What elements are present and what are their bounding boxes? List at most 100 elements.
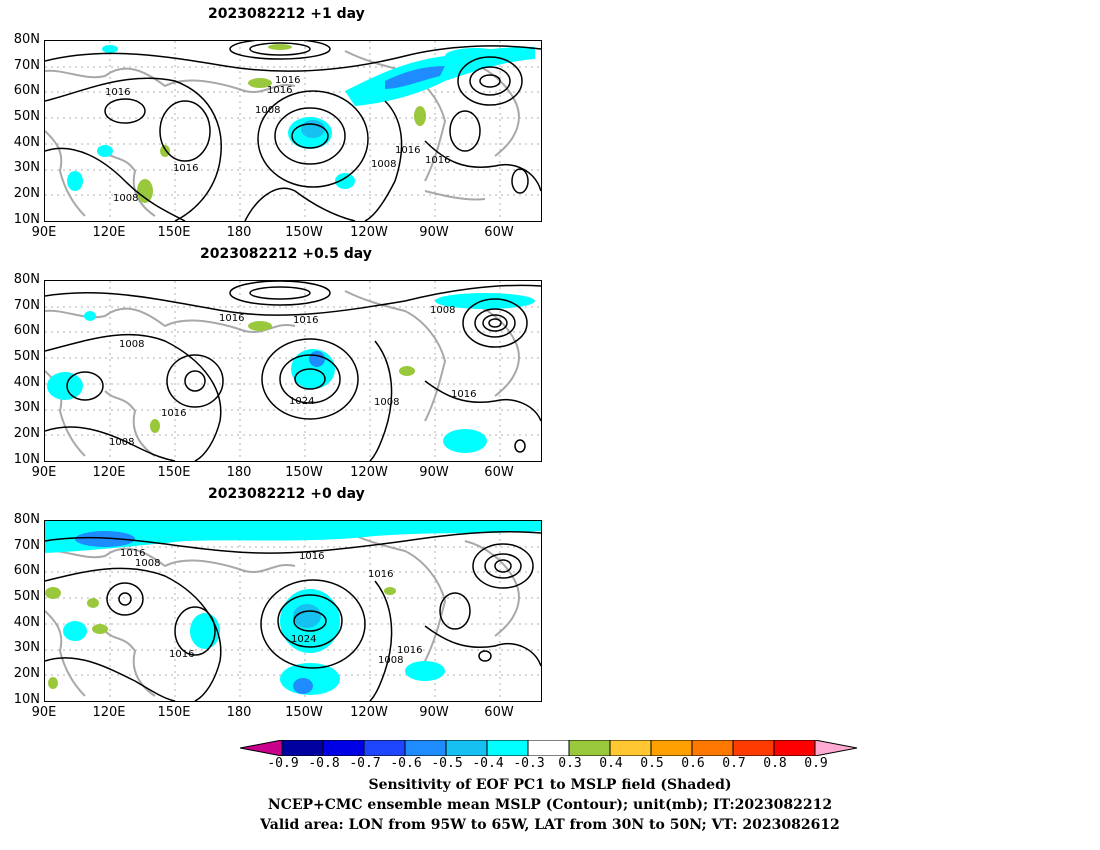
- colorbar-swatch: [650, 740, 693, 756]
- lon-tick: 60W: [484, 705, 514, 720]
- contour-labels: 1016 1016 1008 1008 1016 1024 1008 1016 …: [109, 305, 476, 448]
- sensitivity-shading: [67, 44, 535, 203]
- contour-label: 1016: [299, 551, 324, 562]
- lat-tick: 20N: [13, 666, 40, 681]
- map-plot-2: 1016 1016 1008 1008 1016 1024 1008 1016 …: [45, 281, 541, 461]
- panel-title-1: 2023082212 +1 day: [208, 6, 365, 22]
- contour-label: 1024: [291, 634, 316, 645]
- map-panel-2: 1016 1016 1008 1008 1016 1024 1008 1016 …: [44, 280, 542, 462]
- colorbar-label: -0.7: [349, 756, 381, 771]
- contour-labels: 1016 1008 1016 1016 1016 1024 1008 1016: [120, 548, 422, 666]
- contour-label: 1008: [135, 558, 160, 569]
- colorbar-label: 0.3: [558, 756, 582, 771]
- colorbar-swatch: [732, 740, 775, 756]
- contour-label: 1016: [395, 145, 420, 156]
- panel-title-2: 2023082212 +0.5 day: [200, 246, 372, 262]
- colorbar-label: -0.5: [431, 756, 463, 771]
- contour-label: 1016: [368, 569, 393, 580]
- lat-tick: 30N: [13, 400, 40, 415]
- lon-tick: 150W: [285, 465, 323, 480]
- caption-line-1: Sensitivity of EOF PC1 to MSLP field (Sh…: [368, 777, 732, 793]
- contour-label: 1016: [173, 163, 198, 174]
- lon-tick: 90E: [31, 465, 57, 480]
- contour-label: 1008: [113, 193, 138, 204]
- lon-tick: 120W: [350, 225, 388, 240]
- lon-tick: 180: [226, 225, 252, 240]
- colorbar-label: -0.9: [267, 756, 299, 771]
- contour-label: 1008: [430, 305, 455, 316]
- contour-label: 1016: [293, 315, 318, 326]
- colorbar-label: 0.5: [640, 756, 664, 771]
- colorbar-label: 0.8: [763, 756, 787, 771]
- lat-tick: 30N: [13, 160, 40, 175]
- caption-line-2: NCEP+CMC ensemble mean MSLP (Contour); u…: [267, 797, 833, 813]
- colorbar-swatch: [691, 740, 734, 756]
- colorbar-swatch: [568, 740, 611, 756]
- lat-tick: 30N: [13, 640, 40, 655]
- lon-tick: 120E: [92, 705, 126, 720]
- lat-tick: 80N: [13, 272, 40, 287]
- lon-tick: 120E: [92, 225, 126, 240]
- lat-tick: 10N: [13, 212, 40, 227]
- lon-tick: 90E: [31, 705, 57, 720]
- coastlines: [45, 530, 520, 697]
- lon-tick: 90W: [419, 465, 449, 480]
- contour-label: 1016: [161, 408, 186, 419]
- colorbar-swatch: [322, 740, 365, 756]
- colorbar-label: -0.8: [308, 756, 340, 771]
- colorbar-label: -0.3: [513, 756, 545, 771]
- lat-tick: 60N: [13, 83, 40, 98]
- lon-tick: 150E: [157, 225, 191, 240]
- colorbar-swatch: [609, 740, 652, 756]
- lon-tick: 120E: [92, 465, 126, 480]
- contour-label: 1016: [105, 87, 130, 98]
- lat-tick: 40N: [13, 615, 40, 630]
- colorbar-label: 0.4: [599, 756, 623, 771]
- lon-tick: 150E: [157, 705, 191, 720]
- colorbar-label: 0.6: [681, 756, 705, 771]
- lon-tick: 120W: [350, 465, 388, 480]
- colorbar-swatch: [773, 740, 816, 756]
- lat-tick: 80N: [13, 512, 40, 527]
- colorbar-swatch: [445, 740, 488, 756]
- colorbar-swatch: [404, 740, 447, 756]
- lon-tick: 90W: [419, 225, 449, 240]
- colorbar-swatch: [486, 740, 529, 756]
- mslp-contours: [45, 530, 541, 701]
- contour-label: 1016: [169, 649, 194, 660]
- lat-tick: 40N: [13, 135, 40, 150]
- panel-title-3: 2023082212 +0 day: [208, 486, 365, 502]
- lat-tick: 10N: [13, 452, 40, 467]
- sensitivity-shading: [47, 293, 535, 453]
- contour-label: 1008: [119, 339, 144, 350]
- lat-tick: 40N: [13, 375, 40, 390]
- contour-label: 1016: [275, 75, 300, 86]
- lat-tick: 60N: [13, 563, 40, 578]
- lon-tick: 60W: [484, 225, 514, 240]
- colorbar-label: 0.7: [722, 756, 746, 771]
- lon-tick: 60W: [484, 465, 514, 480]
- lat-tick: 80N: [13, 32, 40, 47]
- lat-tick: 70N: [13, 298, 40, 313]
- lon-tick: 90E: [31, 225, 57, 240]
- lat-tick: 20N: [13, 426, 40, 441]
- lat-tick: 20N: [13, 186, 40, 201]
- contour-label: 1016: [120, 548, 145, 559]
- colorbar-swatch: [281, 740, 324, 756]
- contour-label: 1016: [267, 85, 292, 96]
- colorbar-label: 0.9: [804, 756, 828, 771]
- lon-tick: 180: [226, 705, 252, 720]
- map-plot-3: 1016 1008 1016 1016 1016 1024 1008 1016: [45, 521, 541, 701]
- lon-tick: 150W: [285, 225, 323, 240]
- lon-tick: 180: [226, 465, 252, 480]
- contour-label: 1008: [371, 159, 396, 170]
- lon-tick: 150W: [285, 705, 323, 720]
- lon-tick: 150E: [157, 465, 191, 480]
- colorbar-label: -0.4: [472, 756, 504, 771]
- contour-label: 1016: [219, 313, 244, 324]
- mslp-contours: [45, 41, 541, 221]
- map-panel-1: 1016 1016 1016 1008 1016 1016 1008 1016 …: [44, 40, 542, 222]
- lat-tick: 60N: [13, 323, 40, 338]
- colorbar-high-triangle: [814, 740, 858, 756]
- contour-label: 1008: [378, 655, 403, 666]
